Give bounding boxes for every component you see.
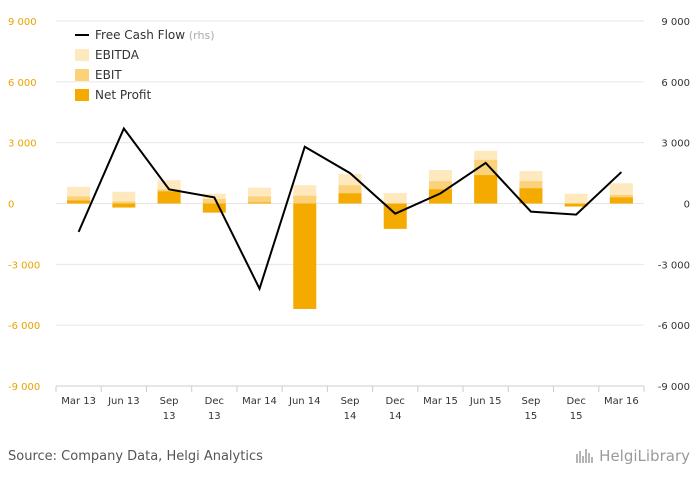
x-category-label: Sep (160, 396, 179, 407)
y-left-tick-label: -3 000 (8, 260, 40, 271)
axes: 9 000 6 000 3 000 0 -3 000 -6 000 -9 000 9 000 6… (8, 17, 690, 422)
legend: Free Cash Flow (rhs) EBITDA EBIT Net Profit (75, 28, 215, 102)
source-note: Source: Company Data, Helgi Analytics (8, 449, 263, 464)
fcf-line-group (77, 126, 623, 292)
bars (67, 150, 633, 309)
bar-ebitda (112, 191, 136, 204)
y-right-tick-label: 0 (684, 200, 690, 211)
bar-ebitda (383, 192, 407, 204)
x-category-label: Mar 15 (423, 396, 458, 407)
bar-net-profit (157, 191, 181, 204)
x-category-label: Mar 13 (61, 396, 96, 407)
library-logo-icon (576, 449, 594, 463)
bar-net-profit (519, 188, 543, 204)
legend-label: EBITDA (95, 48, 140, 62)
y-right-tick-label: 6 000 (661, 78, 690, 89)
y-left-tick-label: 9 000 (8, 17, 37, 28)
legend-swatch (75, 49, 89, 61)
bar-net-profit (202, 203, 226, 213)
bar-ebit (67, 196, 91, 204)
x-category-label: Jun 14 (288, 396, 321, 407)
x-category-label: 14 (389, 411, 402, 422)
y-left-tick-label: 6 000 (8, 78, 37, 89)
legend-swatch (75, 89, 89, 101)
x-category-label: 15 (525, 411, 538, 422)
x-category-label: Dec (205, 396, 224, 407)
x-category-label: Dec (566, 396, 585, 407)
helgi-library-logo: HelgiLibrary (575, 447, 690, 465)
bar-net-profit (338, 193, 362, 204)
x-category-label: Sep (341, 396, 360, 407)
x-category-label: Mar 14 (242, 396, 277, 407)
bar-ebit (112, 201, 136, 204)
x-category-label: Jun 15 (469, 396, 502, 407)
bar-net-profit (428, 189, 452, 204)
legend-label: Free Cash Flow (rhs) (95, 28, 215, 42)
bar-ebit (202, 199, 226, 204)
bar-ebitda (564, 193, 588, 204)
legend-swatch (75, 69, 89, 81)
y-right-tick-label: 3 000 (661, 139, 690, 150)
y-right-tick-label: -9 000 (658, 382, 690, 393)
free-cash-flow-line (77, 126, 623, 292)
bar-net-profit (564, 203, 588, 207)
legend-note: (rhs) (189, 29, 215, 42)
logo-text: HelgiLibrary (599, 447, 690, 465)
bar-ebit (293, 195, 317, 204)
x-category-label: 15 (570, 411, 583, 422)
y-left-tick-label: 0 (8, 200, 14, 211)
x-category-label: Dec (386, 396, 405, 407)
x-category-label: Mar 16 (604, 396, 639, 407)
y-left-tick-label: 3 000 (8, 139, 37, 150)
legend-label: EBIT (95, 68, 122, 82)
y-left-tick-label: -6 000 (8, 321, 40, 332)
bar-net-profit (474, 175, 498, 204)
legend-label: Net Profit (95, 88, 151, 102)
bar-net-profit (67, 200, 91, 204)
y-right-tick-label: 9 000 (661, 17, 690, 28)
y-right-tick-label: -6 000 (658, 321, 690, 332)
x-category-label: 13 (163, 411, 176, 422)
y-left-tick-label: -9 000 (8, 382, 40, 393)
y-right-tick-label: -3 000 (658, 260, 690, 271)
chart-svg: 9 000 6 000 3 000 0 -3 000 -6 000 -9 000 9 000 6… (8, 17, 690, 422)
bar-net-profit (112, 203, 136, 208)
bar-ebit (248, 196, 272, 204)
bar-net-profit (609, 197, 633, 204)
x-category-label: Sep (521, 396, 540, 407)
bar-net-profit (248, 202, 272, 204)
bar-net-profit (383, 203, 407, 229)
x-category-label: 13 (208, 411, 221, 422)
x-category-label: Jun 13 (107, 396, 140, 407)
bar-net-profit (293, 203, 317, 309)
x-category-label: 14 (344, 411, 357, 422)
